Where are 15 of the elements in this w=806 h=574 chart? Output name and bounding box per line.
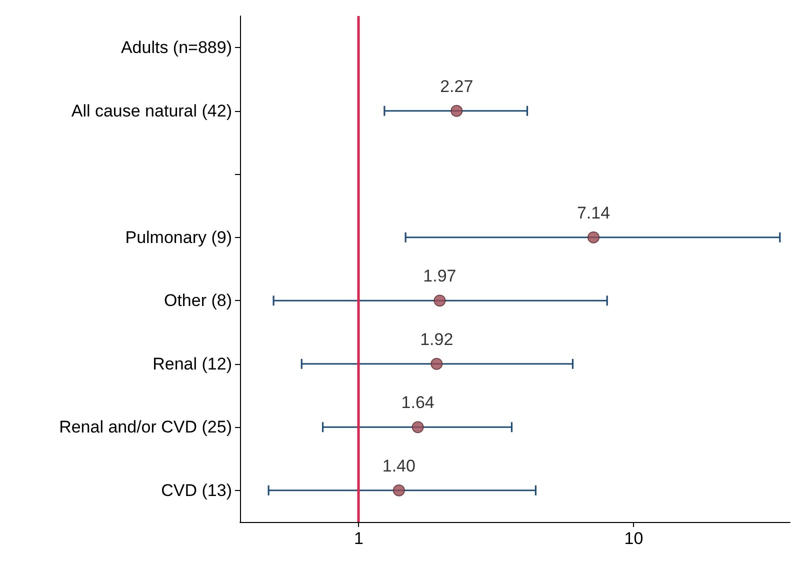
data-label: 2.27 bbox=[440, 76, 474, 96]
y-tick-label: Renal and/or CVD (25) bbox=[59, 418, 232, 437]
y-tick-label: Other (8) bbox=[164, 291, 232, 310]
y-tick-label: Renal (12) bbox=[152, 354, 232, 374]
data-label: 7.14 bbox=[576, 203, 610, 222]
data-label: 1.64 bbox=[401, 393, 434, 412]
y-tick-label: All cause natural (42) bbox=[71, 101, 232, 120]
y-tick-label: Adults (n=889) bbox=[120, 38, 232, 58]
data-label: 1.92 bbox=[420, 330, 454, 349]
y-tick-label: Pulmonary (9) bbox=[125, 228, 232, 247]
x-tick-label: 10 bbox=[624, 529, 644, 548]
data-label: 1.40 bbox=[382, 456, 416, 476]
y-tick-label: CVD (13) bbox=[161, 480, 232, 500]
data-label: 1.97 bbox=[423, 266, 456, 286]
x-tick-label: 1 bbox=[354, 529, 364, 548]
